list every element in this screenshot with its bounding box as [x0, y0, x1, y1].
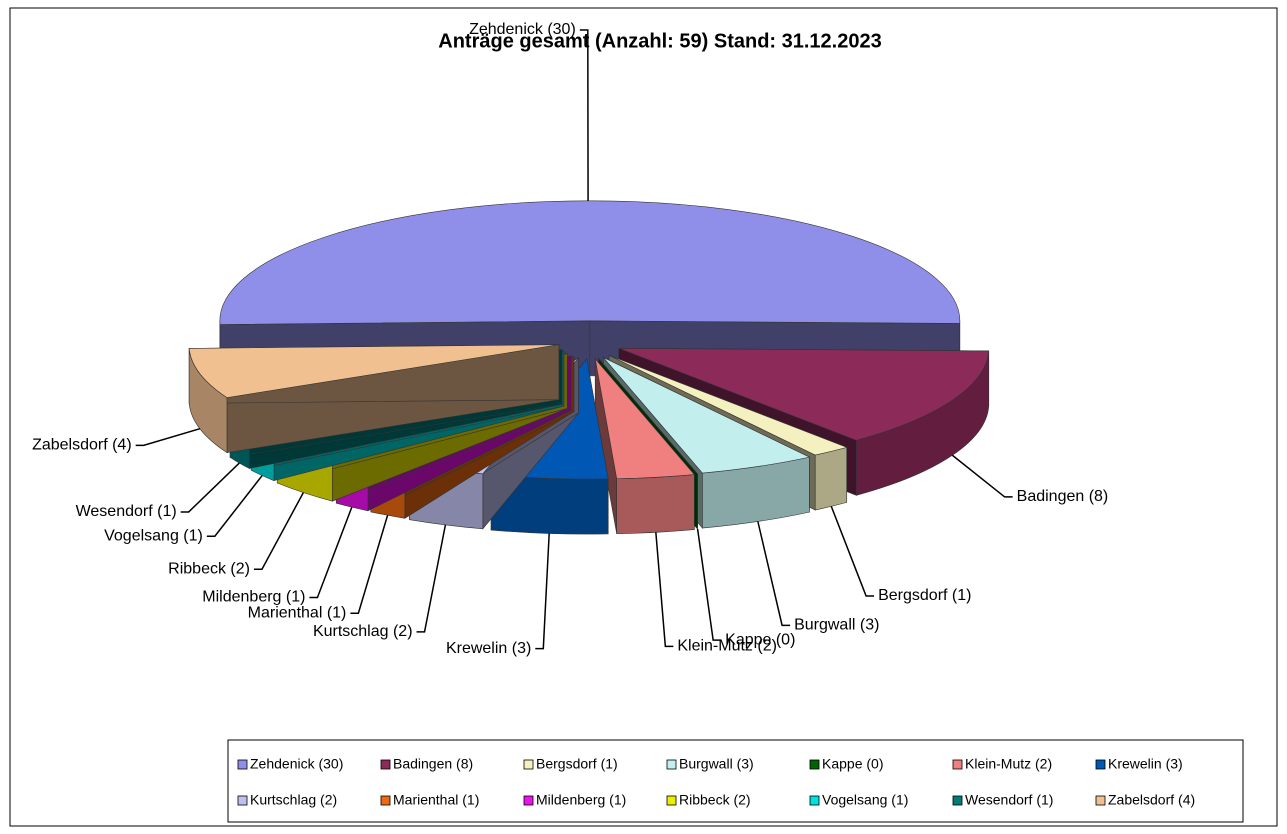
data-label: Krewelin (3) [446, 640, 531, 657]
chart-title: Anträge gesamt (Anzahl: 59) Stand: 31.12… [438, 30, 881, 52]
legend [227, 739, 1244, 823]
legend-swatch [237, 759, 248, 770]
slice-top [618, 348, 990, 441]
data-label: Kappe (0) [725, 631, 795, 648]
legend-label: Marienthal (1) [393, 792, 479, 808]
legend-label: Klein-Mutz (2) [965, 756, 1052, 772]
leader-line [350, 515, 389, 615]
data-label: Zehdenick (30) [469, 21, 576, 38]
legend-swatch [809, 759, 820, 770]
slice-wall [616, 474, 695, 535]
data-label: Mildenberg (1) [202, 589, 305, 606]
legend-swatch [809, 795, 820, 806]
leader-line [416, 524, 447, 633]
legend-label: Zabelsdorf (4) [1108, 792, 1195, 808]
legend-swatch [1095, 795, 1106, 806]
leader-line [135, 427, 201, 447]
legend-label: Mildenberg (1) [536, 792, 626, 808]
slice [594, 357, 695, 535]
leader-line [206, 475, 263, 537]
leader-line [180, 462, 240, 513]
leader-line [579, 29, 589, 201]
slice-top [188, 344, 559, 398]
legend-label: Kappe (0) [822, 756, 883, 772]
slice-top [609, 355, 848, 456]
slice-wall [814, 446, 848, 511]
data-label: Badingen (8) [1017, 488, 1109, 505]
legend-label: Ribbeck (2) [679, 792, 751, 808]
leader-line [309, 506, 353, 599]
legend-label: Vogelsang (1) [822, 792, 908, 808]
legend-swatch [952, 759, 963, 770]
leader-line [535, 533, 550, 650]
legend-label: Bergsdorf (1) [536, 756, 618, 772]
leader-line [253, 492, 304, 571]
slice [188, 344, 560, 454]
leader-line [830, 506, 875, 597]
legend-label: Burgwall (3) [679, 756, 754, 772]
data-label: Kurtschlag (2) [313, 623, 413, 640]
legend-label: Wesendorf (1) [965, 792, 1053, 808]
legend-swatch [1095, 759, 1106, 770]
slice-top [594, 357, 695, 480]
data-label: Ribbeck (2) [168, 561, 250, 578]
legend-swatch [952, 795, 963, 806]
data-label: Klein-Mutz (2) [677, 638, 777, 655]
legend-label: Krewelin (3) [1108, 756, 1183, 772]
leader-line [951, 454, 1013, 498]
data-label: Vogelsang (1) [104, 527, 203, 544]
leader-line [757, 521, 791, 627]
legend-label: Zehdenick (30) [250, 756, 343, 772]
data-label: Zabelsdorf (4) [32, 437, 132, 454]
legend-label: Kurtschlag (2) [250, 792, 337, 808]
legend-swatch [523, 759, 534, 770]
legend-swatch [666, 759, 677, 770]
data-label: Bergsdorf (1) [878, 587, 971, 604]
legend-label: Badingen (8) [393, 756, 473, 772]
legend-swatch [380, 795, 391, 806]
legend-swatch [523, 795, 534, 806]
leader-line [655, 532, 674, 648]
data-label: Wesendorf (1) [76, 503, 177, 520]
legend-swatch [237, 795, 248, 806]
data-label: Burgwall (3) [794, 617, 879, 634]
legend-swatch [380, 759, 391, 770]
data-label: Marienthal (1) [248, 604, 347, 621]
slice-top [603, 357, 811, 474]
legend-swatch [666, 795, 677, 806]
leader-line [696, 529, 722, 641]
